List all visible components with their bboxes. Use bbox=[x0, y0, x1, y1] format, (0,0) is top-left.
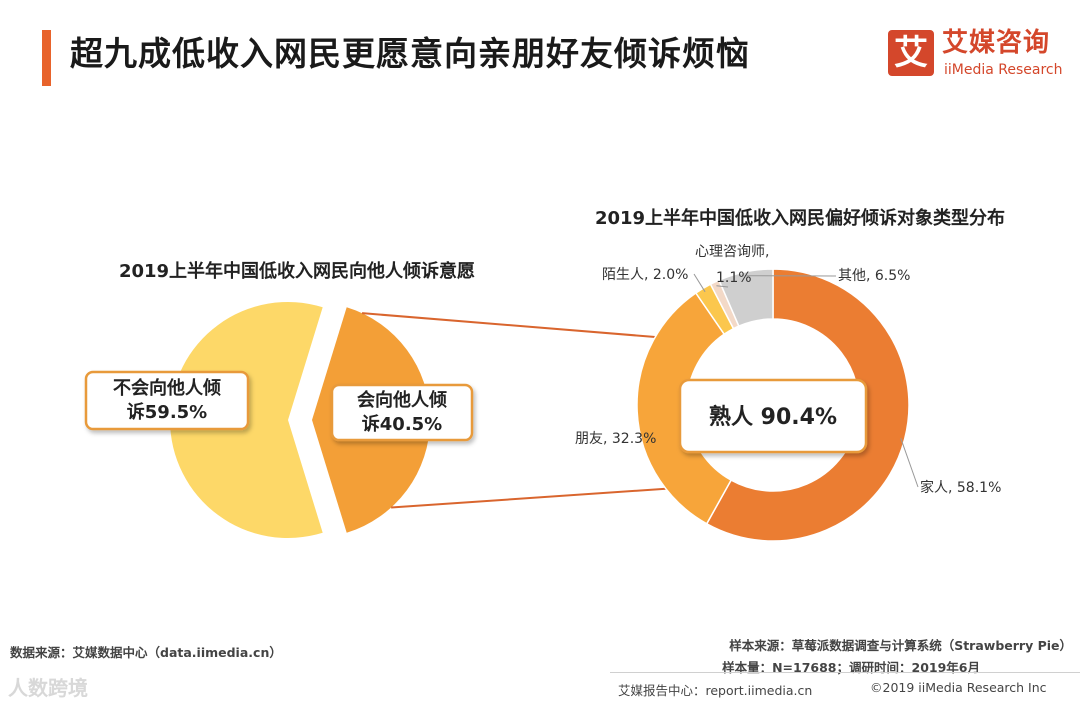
slice-label-no-line2: 诉59.5% bbox=[127, 401, 207, 423]
connector-line-bottom bbox=[391, 487, 666, 509]
logo-name-cn: 艾媒咨询 bbox=[942, 28, 1051, 58]
donut-label-friends: 朋友, 32.3% bbox=[575, 431, 656, 447]
left-chart-title: 2019上半年中国低收入网民向他人倾诉意愿 bbox=[119, 260, 475, 282]
slice-label-no: 不会向他人倾 诉59.5% bbox=[84, 370, 250, 431]
slice-label-yes-line2: 诉40.5% bbox=[362, 413, 442, 435]
slice-label-yes: 会向他人倾 诉40.5% bbox=[330, 383, 474, 442]
sample-source: 样本来源：草莓派数据调查与计算系统（Strawberry Pie） bbox=[729, 638, 1072, 653]
copyright: ©2019 iiMedia Research Inc bbox=[870, 680, 1047, 695]
donut-label-counselor-line2: 1.1% bbox=[716, 270, 752, 286]
leader-counselor bbox=[716, 285, 729, 288]
iimedia-logo: 艾 艾媒咨询 iiMedia Research bbox=[888, 24, 1068, 84]
footer-divider bbox=[610, 672, 1080, 673]
donut-center-label: 熟人 90.4% bbox=[678, 378, 868, 454]
leader-family bbox=[900, 438, 919, 488]
right-chart-title: 2019上半年中国低收入网民偏好倾诉对象类型分布 bbox=[595, 207, 1005, 229]
watermark: 人数跨境 bbox=[8, 676, 88, 700]
page-title: 超九成低收入网民更愿意向亲朋好友倾诉烦恼 bbox=[70, 34, 750, 73]
sample-size: 样本量：N=17688；调研时间：2019年6月 bbox=[722, 660, 980, 675]
donut-label-strangers: 陌生人, 2.0% bbox=[602, 267, 688, 283]
leader-strangers bbox=[693, 273, 706, 293]
slice-label-no-line1: 不会向他人倾 bbox=[113, 377, 221, 399]
connector-lines bbox=[361, 312, 666, 509]
label-leader-lines bbox=[693, 273, 919, 488]
donut-label-counselor-line1: 心理咨询师, bbox=[695, 244, 769, 260]
data-source: 数据来源：艾媒数据中心（data.iimedia.cn） bbox=[10, 645, 282, 660]
donut-slice-other bbox=[718, 268, 774, 328]
donut-center-text: 熟人 90.4% bbox=[709, 404, 837, 430]
logo-name-en: iiMedia Research bbox=[944, 62, 1063, 78]
slice-label-yes-line1: 会向他人倾 bbox=[357, 389, 447, 411]
donut-label-family: 家人, 58.1% bbox=[920, 479, 1001, 496]
connector-line-top bbox=[361, 312, 656, 338]
donut-label-other: 其他, 6.5% bbox=[838, 268, 910, 284]
report-center: 艾媒报告中心：report.iimedia.cn bbox=[618, 683, 813, 698]
title-accent-bar bbox=[42, 30, 51, 86]
logo-icon: 艾 bbox=[888, 30, 934, 76]
